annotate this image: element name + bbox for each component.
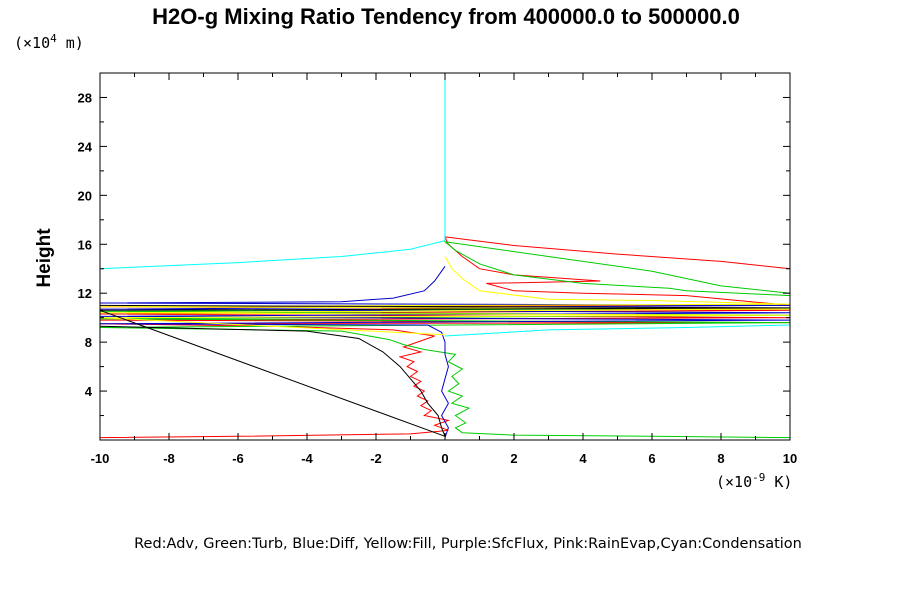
y-tick-label: 12	[78, 286, 92, 301]
y-tick-label: 20	[78, 188, 92, 203]
x-tick-label: 6	[648, 451, 655, 466]
y-tick-label: 24	[78, 139, 93, 154]
chart-title: H2O-g Mixing Ratio Tendency from 400000.…	[152, 4, 740, 29]
series-line-1	[99, 241, 791, 439]
x-tick-label: -6	[232, 451, 244, 466]
x-tick-label: -2	[370, 451, 382, 466]
x-tick-label: 4	[579, 451, 587, 466]
x-tick-label: 0	[441, 451, 448, 466]
y-tick-label: 4	[85, 384, 93, 399]
x-tick-label: -10	[91, 451, 110, 466]
legend-text: Red:Adv, Green:Turb, Blue:Diff, Yellow:F…	[134, 536, 802, 552]
x-tick-label: 10	[783, 451, 797, 466]
series-line-2	[99, 266, 791, 438]
series-line-6	[444, 324, 791, 337]
y-tick-label: 28	[78, 90, 92, 105]
series-line-4	[99, 304, 791, 438]
y-axis-label: Height	[34, 228, 55, 288]
series-layer	[99, 73, 791, 439]
x-tick-label: -4	[301, 451, 313, 466]
series-line-5	[99, 73, 446, 270]
x-tick-label: 8	[717, 451, 724, 466]
y-tick-label: 8	[85, 335, 92, 350]
x-tick-label: -8	[163, 451, 175, 466]
y-unit-label: (×104 m)	[14, 32, 84, 52]
x-tick-label: 2	[510, 451, 517, 466]
x-unit-label: (×10-9 K)	[716, 471, 792, 491]
y-tick-label: 16	[78, 237, 92, 252]
